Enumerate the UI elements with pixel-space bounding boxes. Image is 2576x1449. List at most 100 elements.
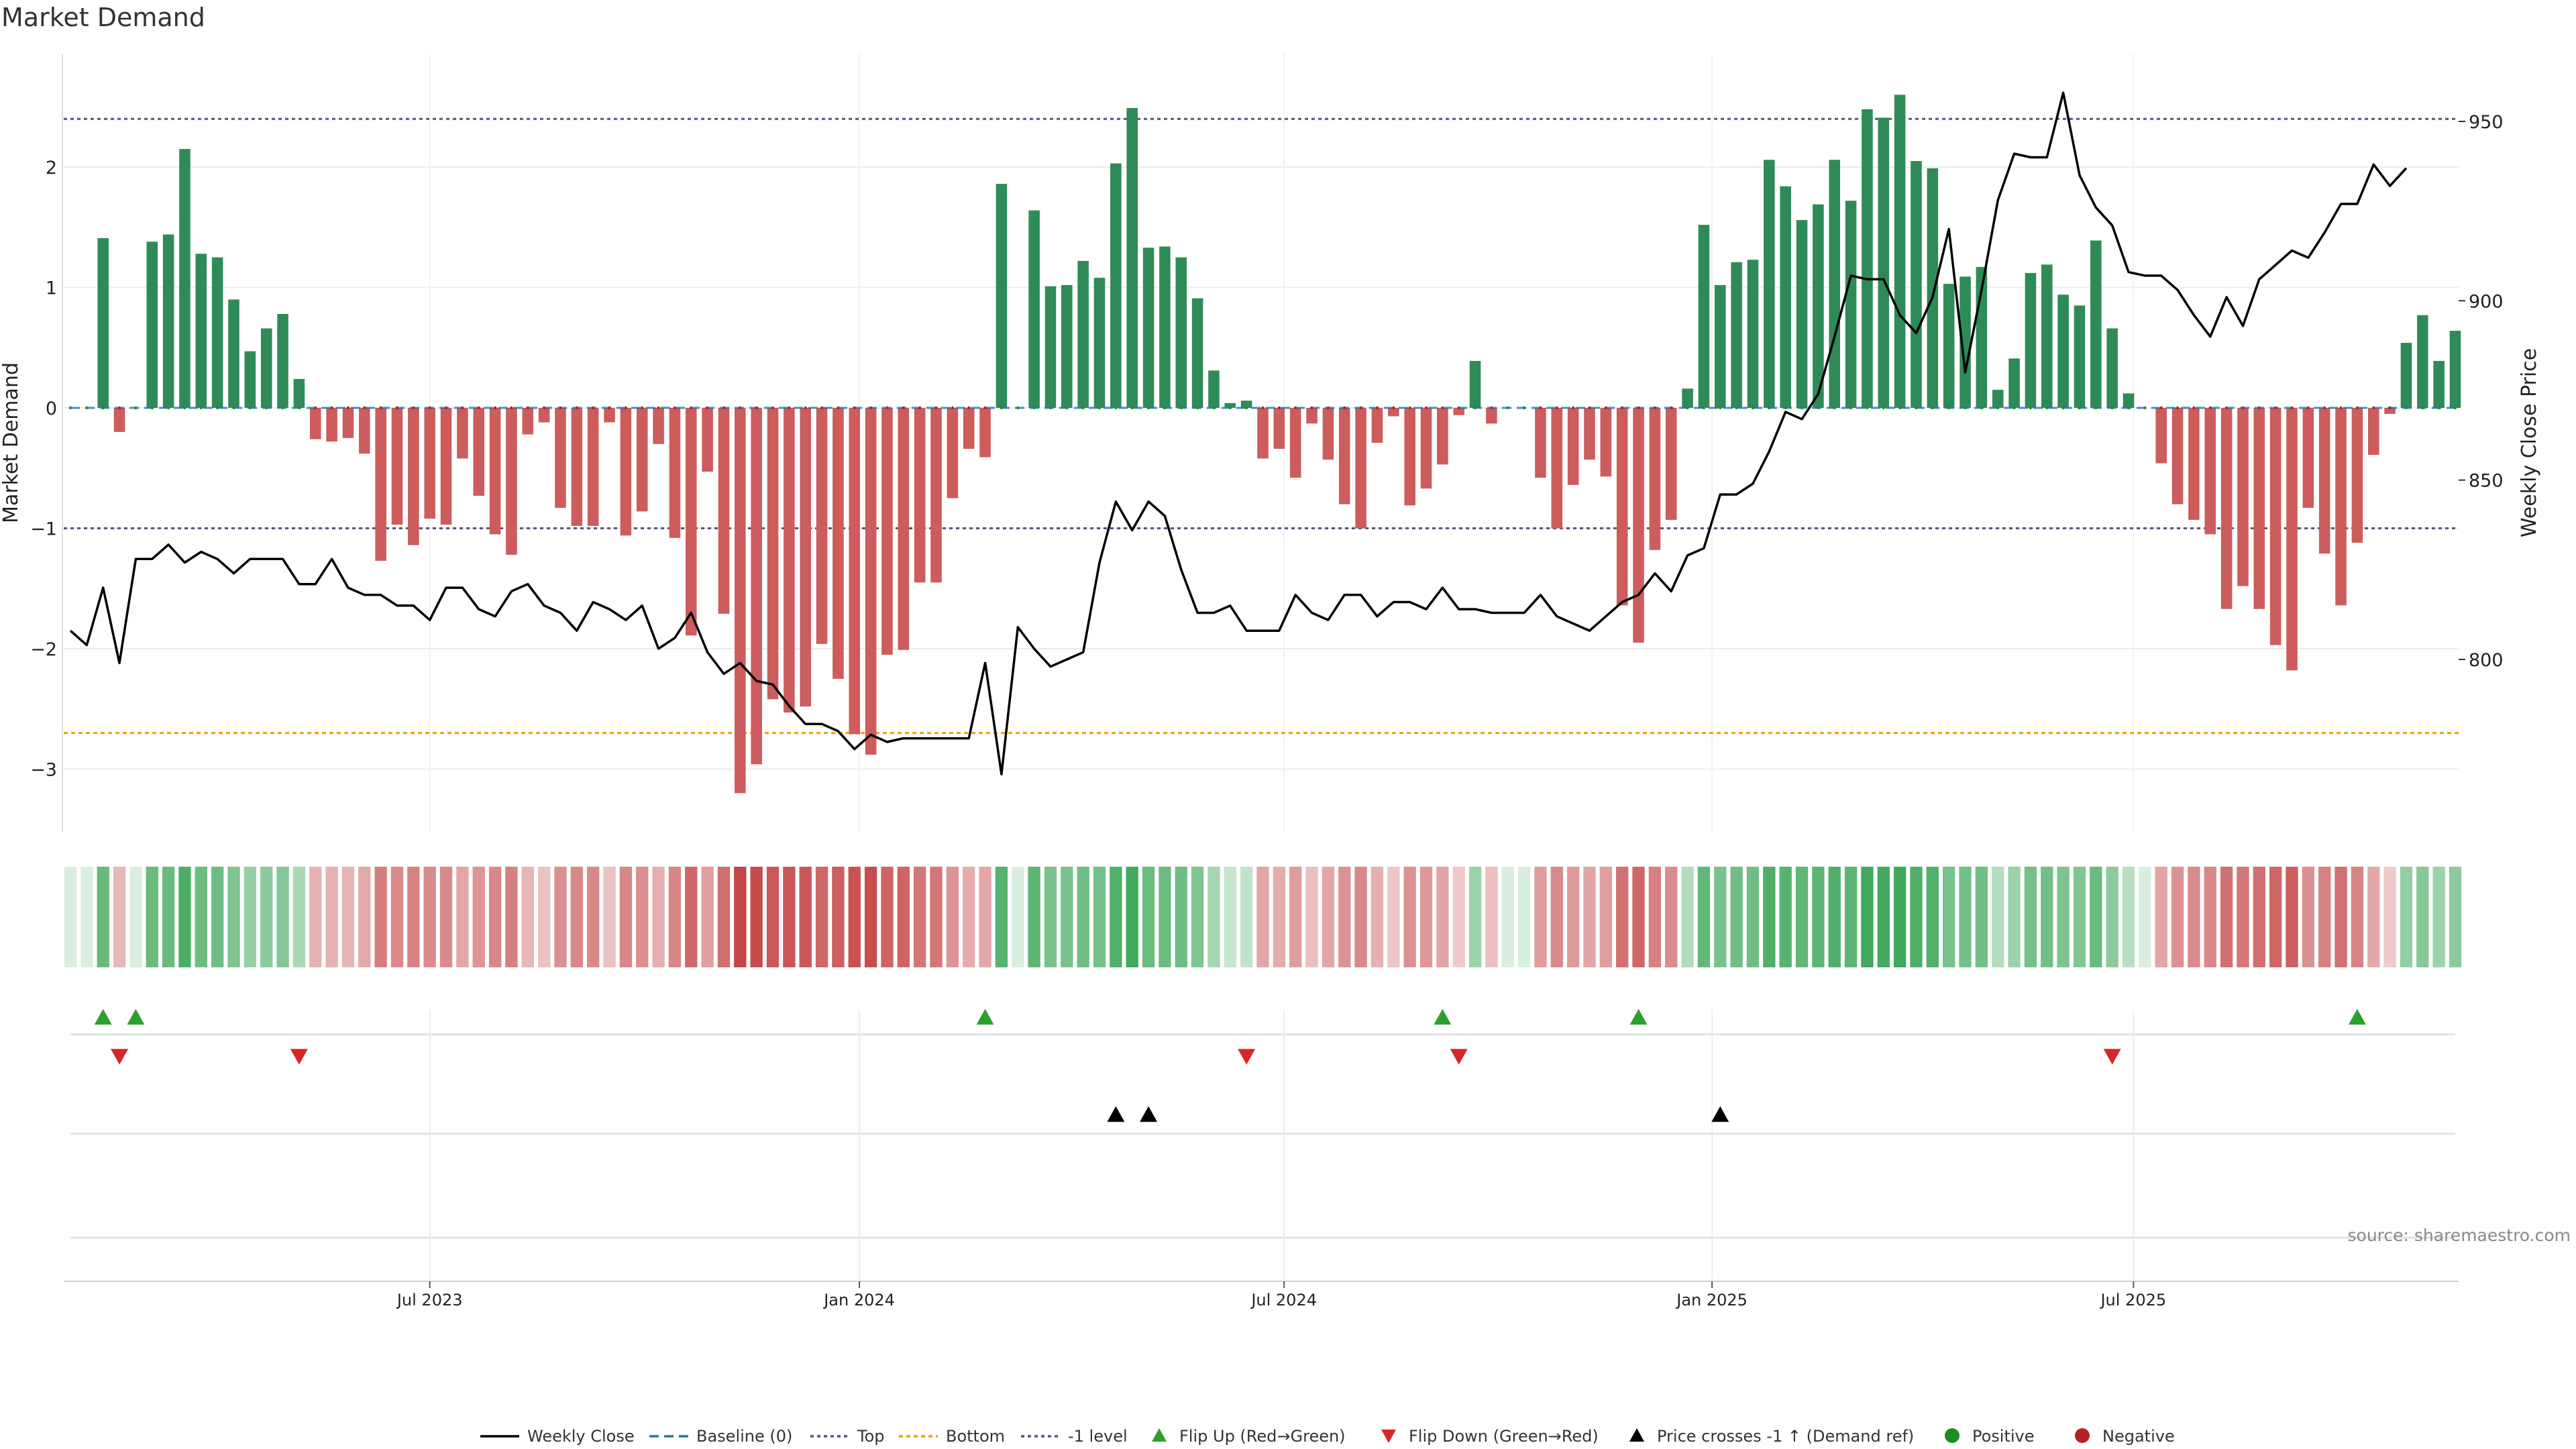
negative-bar bbox=[2335, 408, 2347, 606]
negative-bar bbox=[784, 408, 795, 713]
positive-dot bbox=[2061, 406, 2065, 410]
negative-dot bbox=[853, 406, 856, 410]
heat-cell bbox=[178, 867, 191, 967]
flip-down-marker bbox=[1450, 1049, 1468, 1065]
heat-cell bbox=[195, 867, 207, 967]
heat-cell bbox=[2024, 867, 2037, 967]
legend-label: -1 level bbox=[1068, 1427, 1128, 1446]
positive-bar bbox=[1927, 168, 1939, 409]
heat-cell bbox=[1517, 867, 1531, 967]
positive-bar bbox=[1845, 201, 1857, 408]
heat-cell bbox=[668, 867, 682, 967]
negative-bar bbox=[538, 408, 550, 423]
positive-dot bbox=[2437, 406, 2440, 410]
price-cross-marker bbox=[1140, 1106, 1158, 1122]
positive-dot bbox=[68, 406, 72, 410]
heat-cell bbox=[2286, 867, 2298, 967]
positive-bar bbox=[1715, 284, 1726, 408]
heat-cell bbox=[2106, 867, 2118, 967]
heat-cell bbox=[2334, 867, 2347, 967]
positive-dot bbox=[1833, 406, 1836, 410]
positive-bar bbox=[211, 257, 223, 408]
negative-bar bbox=[1633, 408, 1644, 643]
negative-dot bbox=[951, 406, 955, 410]
heat-cell bbox=[309, 867, 322, 967]
heat-cell bbox=[815, 867, 828, 967]
negative-dot bbox=[346, 406, 350, 410]
heat-cell bbox=[227, 867, 240, 967]
heat-cell bbox=[1354, 867, 1367, 967]
negative-dot bbox=[1604, 406, 1608, 410]
positive-bar bbox=[1764, 160, 1775, 409]
y-tick-label-left: −1 bbox=[30, 519, 57, 540]
negative-bar bbox=[930, 408, 942, 583]
negative-dot bbox=[2388, 406, 2392, 410]
positive-dot bbox=[1980, 406, 1984, 410]
heat-cell bbox=[2400, 867, 2413, 967]
heat-cell bbox=[146, 867, 158, 967]
negative-bar bbox=[1486, 408, 1497, 424]
legend-item: Bottom bbox=[899, 1427, 1005, 1446]
heat-cell bbox=[2073, 867, 2086, 967]
negative-dot bbox=[1408, 406, 1411, 410]
negative-dot bbox=[2257, 406, 2261, 410]
x-tick-label: Jul 2023 bbox=[396, 1291, 463, 1309]
positive-dot bbox=[134, 406, 138, 410]
positive-bar bbox=[1747, 260, 1759, 408]
negative-bar bbox=[702, 408, 713, 472]
heat-cell bbox=[1730, 867, 1743, 967]
heat-cell bbox=[1648, 867, 1662, 967]
negative-bar bbox=[685, 408, 697, 636]
negative-bar bbox=[963, 408, 975, 449]
positive-dot bbox=[1163, 406, 1167, 410]
negative-dot bbox=[1392, 406, 1395, 410]
positive-dot bbox=[1849, 406, 1853, 410]
heat-cell bbox=[1338, 867, 1351, 967]
negative-dot bbox=[493, 406, 497, 410]
heat-cell bbox=[1763, 867, 1776, 967]
heat-cell bbox=[1387, 867, 1400, 967]
negative-bar bbox=[309, 408, 321, 439]
heat-cell bbox=[1861, 867, 1874, 967]
positive-dot bbox=[1784, 406, 1787, 410]
negative-dot bbox=[967, 406, 971, 410]
positive-bar bbox=[1028, 210, 1040, 408]
heat-cell bbox=[1942, 867, 1955, 967]
flip-up-marker bbox=[127, 1009, 145, 1025]
heat-cell bbox=[341, 867, 355, 967]
negative-dot bbox=[2323, 406, 2326, 410]
positive-dot bbox=[2404, 406, 2408, 410]
negative-dot bbox=[706, 406, 709, 410]
bars-group bbox=[97, 95, 2461, 794]
positive-bar bbox=[1061, 284, 1073, 408]
heat-cell bbox=[1975, 867, 1988, 967]
negative-bar bbox=[1273, 408, 1285, 449]
heat-cell bbox=[1322, 867, 1335, 967]
negative-dot bbox=[690, 406, 693, 410]
heat-cell bbox=[2367, 867, 2380, 967]
heat-cell bbox=[750, 867, 763, 967]
heat-cell bbox=[1126, 867, 1138, 967]
negative-bar bbox=[1600, 408, 1612, 477]
positive-bar bbox=[1126, 108, 1138, 409]
positive-bar bbox=[1093, 278, 1106, 408]
negative-bar bbox=[2286, 408, 2298, 671]
legend-item: Price crosses -1 ↑ (Demand ref) bbox=[1629, 1427, 1914, 1446]
positive-bar bbox=[1911, 161, 1922, 408]
positive-dot bbox=[2045, 406, 2049, 410]
negative-dot bbox=[1539, 406, 1542, 410]
heat-cell bbox=[2155, 867, 2167, 967]
heat-cell bbox=[2008, 867, 2021, 967]
positive-dot bbox=[1947, 406, 1951, 410]
heat-cell bbox=[211, 867, 224, 967]
positive-dot bbox=[1931, 406, 1935, 410]
heat-cell bbox=[2188, 867, 2200, 967]
y-tick-label-left: 2 bbox=[46, 158, 57, 178]
negative-dot bbox=[2306, 406, 2310, 410]
positive-bar bbox=[2025, 272, 2037, 408]
positive-bar bbox=[97, 237, 109, 408]
negative-dot bbox=[542, 406, 546, 410]
negative-dot bbox=[1620, 406, 1624, 410]
positive-dot bbox=[1964, 406, 1967, 410]
legend-swatch bbox=[1629, 1428, 1644, 1442]
